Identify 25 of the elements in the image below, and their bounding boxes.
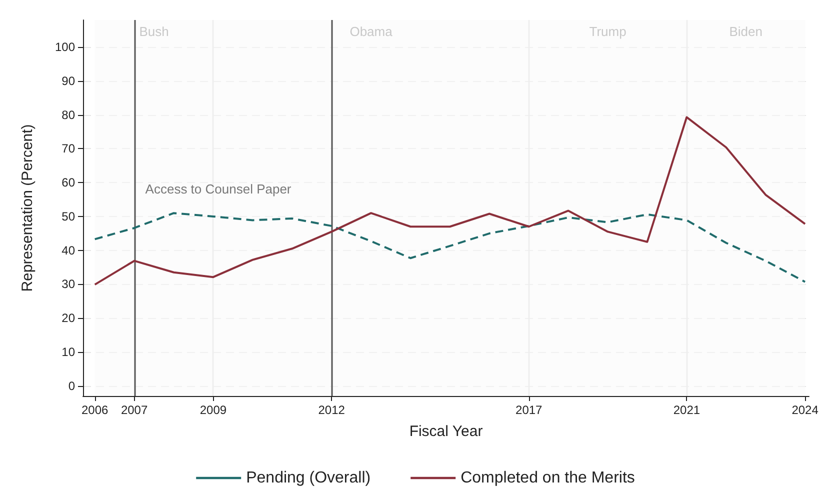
- ref-line-label: Access to Counsel Paper: [145, 182, 292, 197]
- y-tick-label: 60: [62, 176, 76, 190]
- line-series: [94, 116, 806, 286]
- line-series: [94, 212, 806, 283]
- legend-label: Completed on the Merits: [460, 470, 635, 486]
- y-tick-label: 0: [68, 378, 76, 393]
- y-tick-label: 70: [62, 142, 76, 156]
- x-tick-label: 2017: [516, 403, 543, 417]
- y-tick-label: 90: [62, 74, 76, 88]
- y-tick-label: 10: [62, 344, 76, 359]
- y-tick-label: 100: [54, 40, 76, 54]
- x-tick-label: 2007: [120, 403, 148, 417]
- x-tick-label: 2024: [792, 403, 819, 417]
- y-tick-label: 40: [62, 243, 76, 258]
- x-tick-label: 2009: [200, 403, 227, 417]
- x-tick-label: 2021: [673, 403, 700, 417]
- y-tick-label: 20: [62, 311, 76, 326]
- x-axis-title: Fiscal Year: [409, 423, 483, 440]
- y-axis-title: Representation (Percent): [19, 124, 36, 292]
- y-tick-label: 80: [62, 108, 76, 122]
- y-tick-label: 30: [62, 277, 76, 292]
- y-tick-label: 50: [62, 209, 76, 224]
- x-tick-label: 2012: [318, 403, 346, 417]
- legend-label: Pending (Overall): [246, 470, 371, 486]
- x-tick-label: 2006: [81, 403, 109, 417]
